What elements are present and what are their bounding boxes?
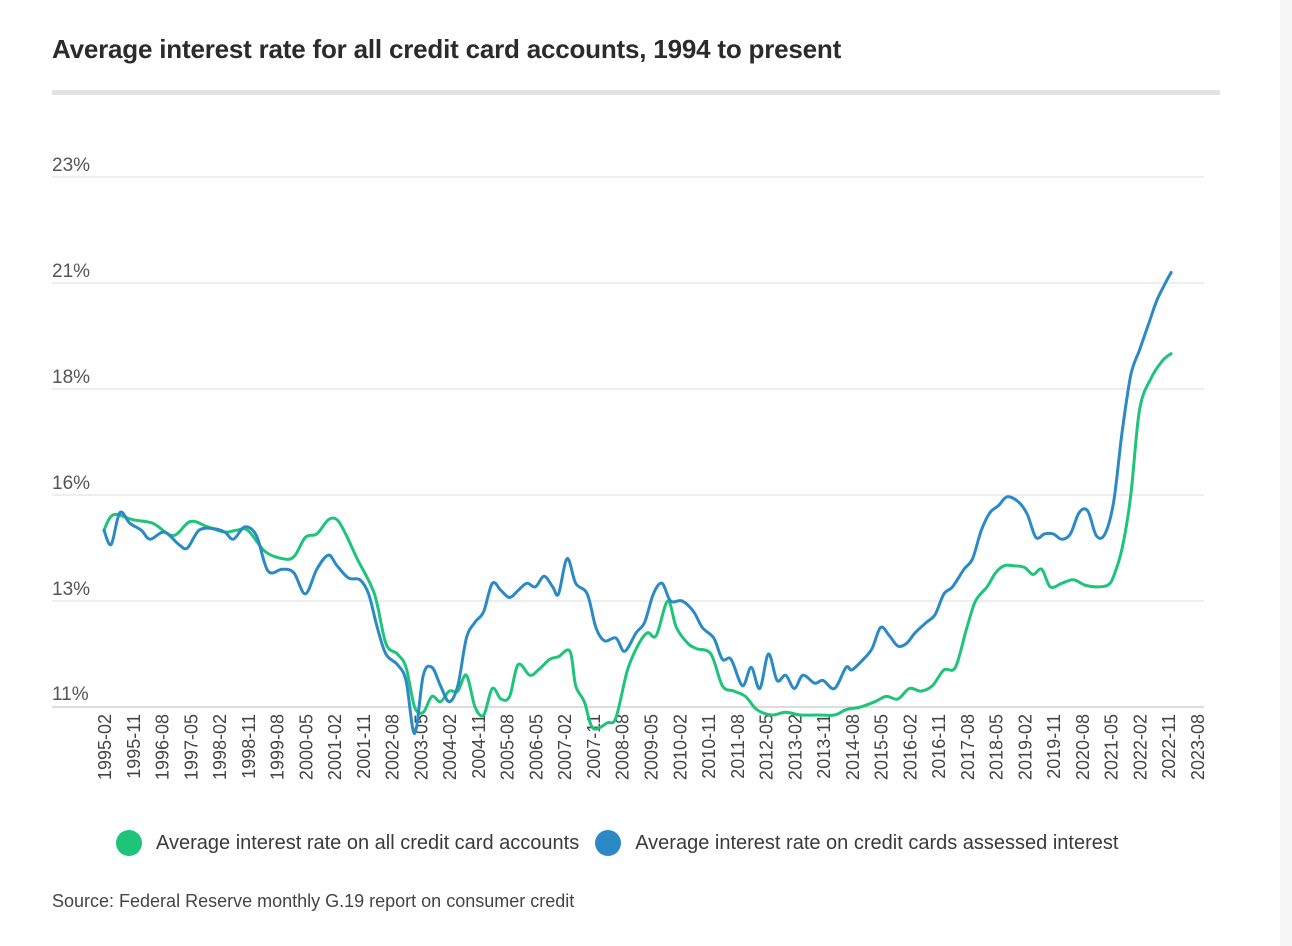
y-tick-label: 23% <box>52 155 90 176</box>
x-tick-label: 2006-05 <box>526 714 546 780</box>
y-axis-ticks: 11% 13% 16% 18% 21% 23% <box>52 155 90 705</box>
x-tick-label: 2007-02 <box>555 714 575 780</box>
x-tick-label: 2011-08 <box>728 714 748 779</box>
y-tick-label: 11% <box>52 684 89 705</box>
legend: Average interest rate on all credit card… <box>116 830 1134 856</box>
x-tick-label: 1997-05 <box>181 714 201 780</box>
x-tick-label: 2022-11 <box>1159 714 1179 779</box>
x-tick-label: 2010-11 <box>699 714 719 779</box>
x-tick-label: 1998-02 <box>210 714 230 780</box>
x-tick-label: 2007-11 <box>584 714 604 779</box>
x-tick-label: 2015-05 <box>872 714 892 780</box>
x-tick-label: 2018-05 <box>987 714 1007 780</box>
x-tick-label: 2009-05 <box>642 714 662 780</box>
x-tick-label: 2017-08 <box>958 714 978 780</box>
title-divider <box>52 90 1220 95</box>
x-tick-label: 2016-02 <box>900 714 920 780</box>
legend-label: Average interest rate on credit cards as… <box>635 831 1119 854</box>
x-tick-label: 2019-11 <box>1044 714 1064 779</box>
chart-title: Average interest rate for all credit car… <box>52 34 842 64</box>
x-tick-label: 2008-08 <box>613 714 633 780</box>
x-tick-label: 1998-11 <box>239 714 259 779</box>
x-tick-label: 2004-11 <box>469 714 489 779</box>
series-line-assessed-interest <box>102 270 1173 736</box>
x-tick-label: 2003-05 <box>411 714 431 780</box>
x-tick-label: 1995-11 <box>124 714 144 779</box>
legend-label: Average interest rate on all credit card… <box>156 831 580 854</box>
y-tick-label: 16% <box>52 473 90 494</box>
page-edge <box>1280 0 1292 946</box>
x-tick-label: 2023-08 <box>1188 714 1208 780</box>
x-tick-label: 2016-11 <box>929 714 949 779</box>
x-tick-label: 2022-02 <box>1130 714 1150 780</box>
x-tick-label: 2013-02 <box>785 714 805 780</box>
series-lines <box>102 270 1173 736</box>
x-tick-label: 2020-08 <box>1073 714 1093 780</box>
y-tick-label: 18% <box>52 367 90 388</box>
x-tick-label: 2001-02 <box>325 714 345 780</box>
x-tick-label: 1996-08 <box>153 714 173 780</box>
x-tick-label: 2010-02 <box>670 714 690 780</box>
x-tick-label: 2002-08 <box>383 714 403 780</box>
gridlines <box>52 176 1204 708</box>
y-tick-label: 21% <box>52 261 90 282</box>
x-tick-label: 2012-05 <box>757 714 777 780</box>
y-tick-label: 13% <box>52 579 90 600</box>
x-tick-label: 2021-05 <box>1102 714 1122 780</box>
x-tick-label: 1995-02 <box>95 714 115 780</box>
legend-item-assessed-interest[interactable]: Average interest rate on credit cards as… <box>595 830 1118 856</box>
x-tick-label: 2001-11 <box>354 714 374 779</box>
x-tick-label: 2004-02 <box>440 714 460 780</box>
x-tick-label: 1999-08 <box>268 714 288 780</box>
series-line-all-accounts <box>102 352 1173 731</box>
legend-swatch-blue <box>595 830 622 856</box>
x-tick-label: 2013-11 <box>814 714 834 779</box>
x-axis-ticks: 1995-02 1995-11 1996-08 1997-05 1998-02 1998-… <box>95 714 1208 780</box>
legend-swatch-green <box>116 830 142 856</box>
legend-item-all-accounts[interactable]: Average interest rate on all credit card… <box>116 830 579 856</box>
x-tick-label: 2019-02 <box>1015 714 1035 780</box>
x-tick-label: 2014-08 <box>843 714 863 780</box>
x-tick-label: 2000-05 <box>296 714 316 780</box>
x-tick-label: 2005-08 <box>498 714 518 780</box>
source-note: Source: Federal Reserve monthly G.19 rep… <box>52 891 575 911</box>
